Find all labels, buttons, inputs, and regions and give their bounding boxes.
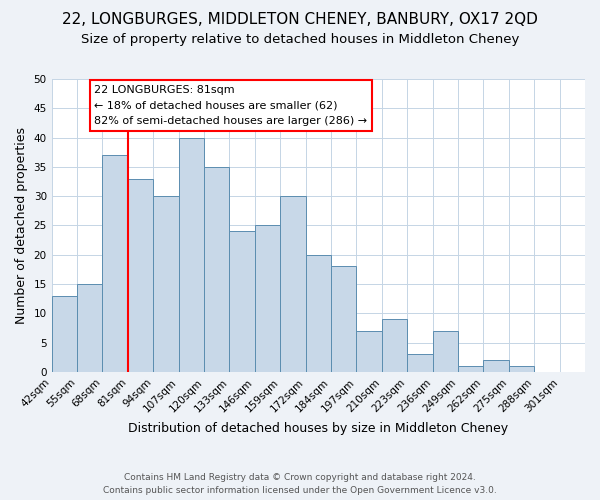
Text: 22, LONGBURGES, MIDDLETON CHENEY, BANBURY, OX17 2QD: 22, LONGBURGES, MIDDLETON CHENEY, BANBUR… [62,12,538,28]
Bar [103,155,128,372]
Bar [509,366,534,372]
Bar [407,354,433,372]
Bar [77,284,103,372]
Text: Contains HM Land Registry data © Crown copyright and database right 2024.: Contains HM Land Registry data © Crown c… [124,474,476,482]
Bar [331,266,356,372]
X-axis label: Distribution of detached houses by size in Middleton Cheney: Distribution of detached houses by size … [128,422,508,435]
Text: Size of property relative to detached houses in Middleton Cheney: Size of property relative to detached ho… [81,32,519,46]
Bar [433,331,458,372]
Bar [280,196,305,372]
Bar [52,296,77,372]
Bar [458,366,484,372]
Bar [305,255,331,372]
Y-axis label: Number of detached properties: Number of detached properties [15,127,28,324]
Bar [204,167,229,372]
Bar [382,319,407,372]
Text: 22 LONGBURGES: 81sqm
← 18% of detached houses are smaller (62)
82% of semi-detac: 22 LONGBURGES: 81sqm ← 18% of detached h… [94,85,367,126]
Bar [255,226,280,372]
Bar [229,232,255,372]
Bar [179,138,204,372]
Bar [484,360,509,372]
Text: Contains public sector information licensed under the Open Government Licence v3: Contains public sector information licen… [103,486,497,495]
Bar [153,196,179,372]
Bar [128,178,153,372]
Bar [356,331,382,372]
